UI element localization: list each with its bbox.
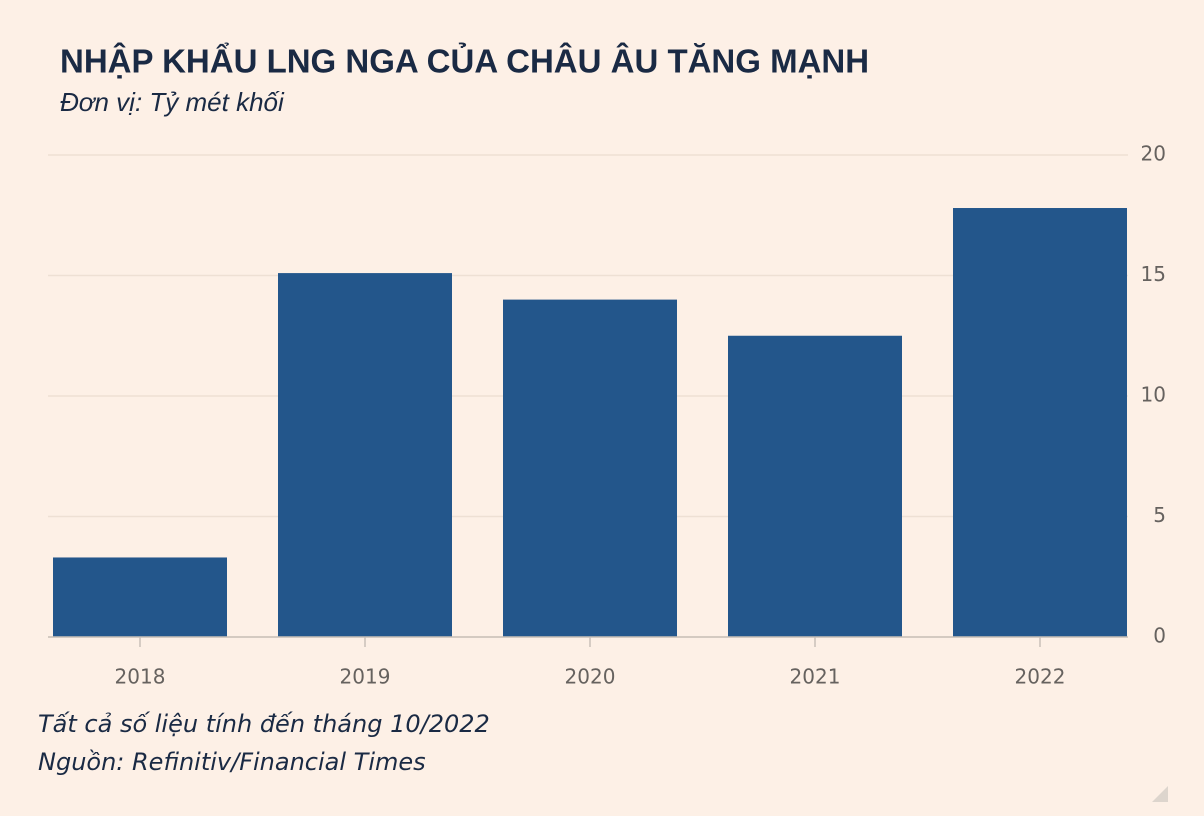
y-tick-label: 5: [1153, 503, 1166, 527]
x-tick-label: 2022: [1015, 665, 1066, 689]
chart-title: NHẬP KHẨU LNG NGA CỦA CHÂU ÂU TĂNG MẠNH: [60, 43, 869, 80]
chart-subtitle: Đơn vị: Tỷ mét khối: [60, 87, 285, 117]
y-tick-label: 20: [1141, 142, 1166, 166]
resize-corner: [1152, 786, 1168, 802]
bar: [278, 273, 452, 637]
y-tick-label: 0: [1153, 624, 1166, 648]
footnote: Tất cả số liệu tính đến tháng 10/2022: [38, 710, 490, 738]
bar: [728, 335, 902, 637]
y-tick-label: 15: [1141, 262, 1166, 286]
x-tick-label: 2019: [340, 665, 391, 689]
x-tick-label: 2020: [565, 665, 616, 689]
x-tick-label: 2021: [790, 665, 841, 689]
bar: [953, 208, 1127, 637]
y-tick-label: 10: [1141, 383, 1166, 407]
source-note: Nguồn: Refinitiv/Financial Times: [38, 748, 426, 776]
bar: [503, 299, 677, 637]
bar: [53, 557, 227, 637]
x-tick-label: 2018: [115, 665, 166, 689]
